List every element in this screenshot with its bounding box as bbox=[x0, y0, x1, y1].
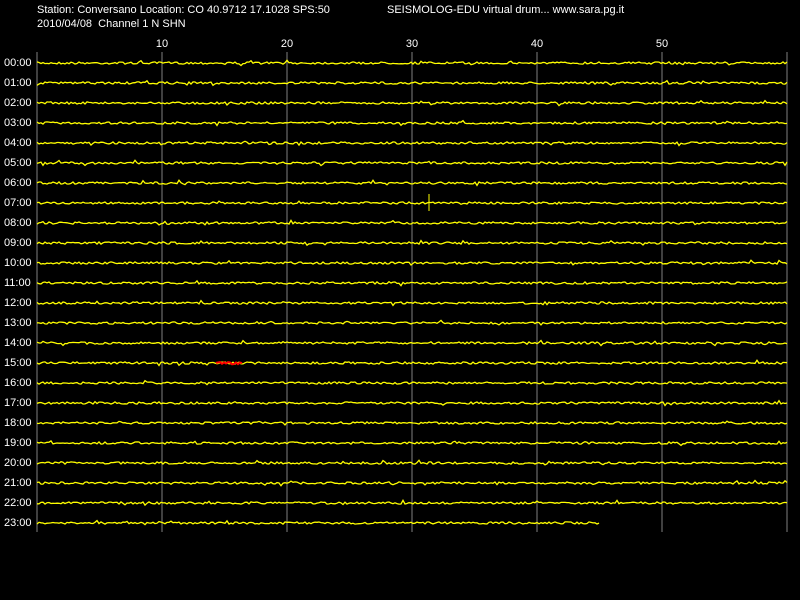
seismic-trace bbox=[36, 119, 788, 127]
x-tick-label: 20 bbox=[281, 38, 293, 50]
seismic-trace bbox=[36, 299, 788, 307]
app-title: SEISMOLOG-EDU virtual drum... www.sara.p… bbox=[387, 4, 624, 16]
seismic-trace bbox=[36, 79, 788, 87]
station-info: Station: Conversano Location: CO 40.9712… bbox=[37, 4, 330, 16]
row-label: 15:00 bbox=[4, 357, 32, 369]
seismic-trace bbox=[36, 99, 788, 107]
seismic-trace bbox=[36, 59, 788, 67]
seismic-trace bbox=[36, 200, 788, 206]
seismic-trace bbox=[37, 499, 788, 507]
row-label: 17:00 bbox=[4, 397, 32, 409]
x-tick-label: 10 bbox=[156, 38, 168, 50]
row-label: 08:00 bbox=[4, 217, 32, 229]
seismic-trace bbox=[36, 440, 788, 447]
seismic-trace bbox=[36, 159, 788, 167]
row-label: 10:00 bbox=[4, 257, 32, 269]
row-label: 07:00 bbox=[4, 197, 32, 209]
row-label: 00:00 bbox=[4, 57, 32, 69]
date-channel: 2010/04/08 Channel 1 N SHN bbox=[37, 18, 186, 30]
seismic-trace bbox=[36, 359, 788, 367]
row-label: 21:00 bbox=[4, 477, 32, 489]
row-label: 22:00 bbox=[4, 497, 32, 509]
seismic-trace bbox=[36, 179, 788, 187]
seismic-trace bbox=[36, 279, 788, 287]
row-label: 04:00 bbox=[4, 137, 32, 149]
seismic-trace bbox=[36, 479, 788, 487]
seismic-trace bbox=[36, 459, 788, 466]
row-label: 01:00 bbox=[4, 77, 32, 89]
seismic-trace bbox=[36, 379, 788, 386]
seismic-trace bbox=[36, 399, 788, 407]
row-label: 16:00 bbox=[4, 377, 32, 389]
row-label: 09:00 bbox=[4, 237, 32, 249]
x-tick-label: 50 bbox=[656, 38, 668, 50]
seismic-trace bbox=[36, 239, 788, 247]
seismic-trace bbox=[36, 140, 788, 147]
seismic-trace bbox=[36, 219, 788, 226]
x-tick-label: 30 bbox=[406, 38, 418, 50]
row-label: 03:00 bbox=[4, 117, 32, 129]
row-label: 05:00 bbox=[4, 157, 32, 169]
seismic-trace bbox=[36, 339, 788, 347]
row-label: 06:00 bbox=[4, 177, 32, 189]
seismic-trace bbox=[36, 259, 788, 266]
row-label: 18:00 bbox=[4, 417, 32, 429]
row-label: 13:00 bbox=[4, 317, 32, 329]
row-label: 12:00 bbox=[4, 297, 32, 309]
row-label: 02:00 bbox=[4, 97, 32, 109]
row-label: 11:00 bbox=[4, 277, 31, 289]
row-label: 19:00 bbox=[4, 437, 32, 449]
row-label: 14:00 bbox=[4, 337, 32, 349]
row-label: 23:00 bbox=[4, 517, 32, 529]
seismic-trace bbox=[36, 519, 600, 526]
row-label: 20:00 bbox=[4, 457, 32, 469]
seismic-trace bbox=[36, 319, 788, 326]
x-tick-label: 40 bbox=[531, 38, 543, 50]
event-trace bbox=[215, 361, 243, 366]
seismic-trace bbox=[36, 420, 788, 426]
